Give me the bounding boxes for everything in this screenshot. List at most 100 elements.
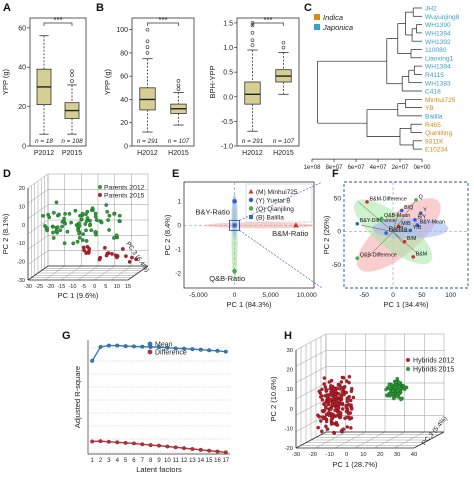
loading-arrow	[392, 231, 405, 246]
data-point-2012	[63, 212, 67, 216]
series-point	[90, 439, 95, 444]
legend-marker	[98, 193, 102, 197]
data-point-2012	[348, 417, 352, 421]
x-tick-label: 40	[411, 452, 417, 458]
x-tick-label: 10,000	[297, 292, 317, 299]
data-point-2012	[337, 392, 341, 396]
y-tick-label: 50	[334, 196, 342, 203]
y-tick-label: 20	[120, 120, 128, 127]
data-point-2012	[336, 382, 341, 387]
data-point-2012	[339, 396, 344, 400]
x-tick-label: 5,000	[263, 292, 280, 299]
leaf-label: 110080	[425, 47, 447, 54]
point-label: M/B	[401, 221, 411, 227]
y-tick-label: 0	[290, 407, 293, 413]
data-point-2012	[341, 427, 346, 431]
y-tick-label: 0.0	[223, 94, 233, 101]
y-axis-label: PC 2 (26%)	[322, 215, 331, 254]
panel-h: H -30 -20 -10 0 10 20 30 40 -20 -10 0 10 20 30 PC 1 (2…	[240, 330, 474, 483]
point-label: Q&B-Difference	[360, 253, 397, 259]
data-point-2012	[351, 395, 356, 400]
panel-b-boxplots: 0 20 40 60 80 100 YPP (g) H2012 n = 291 H2015 n = …	[103, 16, 300, 157]
panel-e-biplot: B&Y-Ratio B&M-Ratio Q&B-Ratio (M) Minhui725…	[163, 181, 323, 309]
x-tick-label: 10	[114, 284, 120, 290]
legend-marker	[248, 189, 254, 194]
point-yuetai-b	[232, 198, 237, 204]
data-point-2015	[393, 385, 397, 390]
x-axis-label: PC 1 (9.6%)	[58, 291, 99, 300]
series-point	[106, 439, 111, 444]
loading-arrow	[392, 231, 420, 256]
box-edge	[127, 265, 149, 281]
point-qianjiling	[232, 268, 237, 274]
leaf-label: WH1394	[425, 31, 451, 38]
y-tick-label: -20	[285, 446, 293, 452]
data-point-2012	[319, 419, 323, 423]
y-tick-label: -20	[17, 260, 25, 266]
series-point	[131, 344, 136, 349]
x-tick-label: -15	[57, 284, 65, 290]
panel-c-label: C	[304, 2, 312, 14]
panel-f-biplot-zoom: B&M-Difference B/Q Q B&Y-Difference M/B B&Y-M…	[322, 181, 469, 309]
significance-label: ***	[158, 16, 167, 25]
data-point-2012	[62, 216, 66, 221]
data-point-2012	[319, 395, 323, 399]
data-point-2012	[320, 387, 324, 392]
x-tick-label: 10	[164, 458, 171, 464]
y-tick-label: 80	[120, 50, 128, 57]
legend-label: Difference	[155, 350, 187, 357]
zoom-region	[229, 219, 241, 231]
data-point-2012	[83, 222, 88, 226]
series-point	[123, 344, 128, 349]
data-point-2012	[342, 392, 346, 397]
series-point	[131, 441, 136, 446]
outlier-point	[70, 79, 74, 83]
x-tick-label: 9	[157, 458, 161, 464]
leaf-label: WH1384	[425, 64, 451, 71]
series-point	[182, 446, 187, 451]
data-point-2012	[329, 407, 333, 411]
data-point-2015	[114, 255, 119, 260]
x-tick-label: 14	[197, 458, 204, 464]
loading-arrow	[361, 224, 394, 232]
data-point-2015	[124, 254, 128, 258]
legend-label: Japonica	[322, 23, 353, 32]
y-tick-label: 10	[19, 204, 25, 210]
significance-bracket	[43, 22, 73, 26]
x-tick-label: 6e+07	[348, 165, 366, 171]
data-point-2015	[391, 389, 395, 393]
series-point	[173, 445, 178, 450]
data-point	[414, 198, 418, 202]
x-tick-label: 12	[181, 458, 188, 464]
panel-c: C Indica Japonica JH2 Wuyunjing8 WH1390 WH139…	[302, 0, 474, 190]
x-tick-label: 0	[345, 452, 348, 458]
legend-marker	[147, 349, 153, 355]
x-tick-label: -10	[326, 452, 334, 458]
series-point	[215, 348, 220, 353]
x-tick-label: -30	[292, 452, 300, 458]
x-tick-label: 0	[93, 284, 96, 290]
data-point-2012	[85, 216, 90, 220]
legend-swatch	[314, 24, 320, 30]
data-point-2012	[330, 403, 335, 407]
annotation: B&Y-Ratio	[196, 208, 230, 217]
data-point-2012	[51, 236, 56, 240]
x-tick-label: 3	[107, 458, 111, 464]
data-point	[408, 228, 413, 233]
data-point-2015	[394, 394, 399, 398]
data-point-2012	[341, 376, 346, 380]
data-point-2012	[347, 394, 351, 399]
point-label: Y	[423, 208, 427, 214]
legend-label: Hybrids 2012	[413, 358, 454, 365]
panel-f: F B&M-Difference B/Q Q B&Y-Difference M/B B&Y…	[322, 168, 474, 318]
outlier-point	[250, 30, 255, 35]
x-tick-label: 0	[233, 292, 237, 299]
leaf-label: 9311K	[425, 138, 444, 145]
outlier-point	[176, 87, 181, 91]
series-point	[123, 440, 128, 445]
point-label: B/Y	[417, 214, 426, 220]
data-point-2012	[67, 211, 72, 216]
n-label: n = 291	[137, 138, 158, 145]
y-tick-label: -10	[17, 241, 25, 247]
